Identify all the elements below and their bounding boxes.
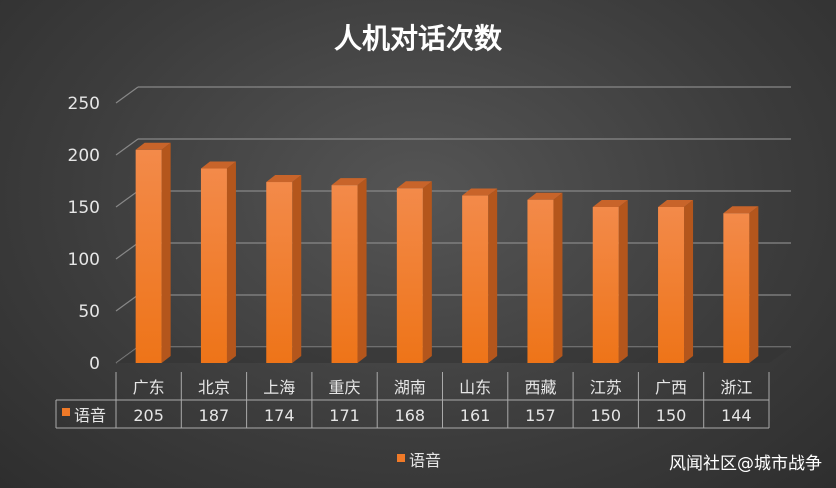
bar-side: [488, 188, 498, 363]
data-label: 205: [133, 406, 164, 425]
bar: [723, 213, 750, 363]
bar: [658, 207, 685, 363]
legend-marker: [397, 454, 405, 462]
y-tick-label: 200: [68, 146, 100, 166]
chart-title: 人机对话次数: [334, 22, 503, 55]
gridline-depth: [115, 190, 139, 208]
bar: [592, 207, 619, 363]
bar: [135, 149, 162, 363]
bar-side: [161, 142, 171, 363]
bar-side: [553, 192, 563, 363]
data-label: 150: [656, 406, 687, 425]
bar-side: [618, 200, 628, 363]
bar-top: [723, 206, 759, 214]
bar-top: [135, 142, 171, 150]
bar-side: [684, 200, 694, 363]
bar: [527, 199, 554, 363]
x-tick-label: 山东: [459, 378, 491, 397]
x-tick-label: 北京: [198, 378, 230, 397]
x-tick-label: 江苏: [590, 378, 622, 397]
bar: [266, 182, 293, 363]
data-label: 174: [264, 406, 295, 425]
legend-key: [62, 408, 70, 416]
legend-entry: 语音: [409, 451, 441, 470]
gridline-depth: [115, 138, 139, 156]
x-tick-label: 湖南: [394, 378, 426, 397]
bar: [462, 195, 489, 363]
bar-top: [396, 181, 432, 189]
gridline-depth: [115, 86, 139, 104]
bar-side: [422, 181, 432, 363]
bar-top: [331, 178, 367, 186]
bar: [331, 185, 358, 363]
bar-top: [658, 200, 694, 207]
x-tick-label: 广西: [655, 378, 687, 397]
data-label: 187: [199, 406, 230, 425]
bar-top: [266, 175, 302, 183]
x-tick-label: 西藏: [524, 378, 556, 397]
bar-top: [592, 200, 628, 207]
x-tick-label: 上海: [263, 378, 295, 397]
bar-side: [357, 178, 367, 363]
bar-top: [462, 188, 498, 196]
gridline-depth: [115, 242, 139, 260]
data-label: 157: [525, 406, 556, 425]
x-tick-label: 广东: [133, 378, 165, 397]
series-label: 语音: [74, 406, 106, 425]
data-label: 150: [590, 406, 621, 425]
watermark: 风闻社区@城市战争: [669, 454, 822, 474]
data-label: 144: [721, 406, 752, 425]
y-tick-label: 0: [89, 354, 100, 374]
x-tick-label: 重庆: [329, 378, 361, 397]
data-label: 161: [460, 406, 491, 425]
bar: [200, 168, 227, 363]
gridline-depth: [115, 294, 139, 312]
x-tick-label: 浙江: [720, 378, 752, 397]
y-tick-label: 50: [78, 302, 100, 322]
bar-side: [749, 206, 759, 363]
y-tick-label: 150: [68, 198, 100, 218]
data-label: 168: [395, 406, 426, 425]
data-label: 171: [329, 406, 360, 425]
y-tick-label: 100: [68, 250, 100, 270]
bar-top: [200, 161, 236, 169]
bar-side: [226, 161, 236, 363]
bar-side: [292, 175, 302, 363]
bar-top: [527, 192, 563, 200]
bar: [396, 188, 423, 363]
y-tick-label: 250: [68, 94, 100, 114]
